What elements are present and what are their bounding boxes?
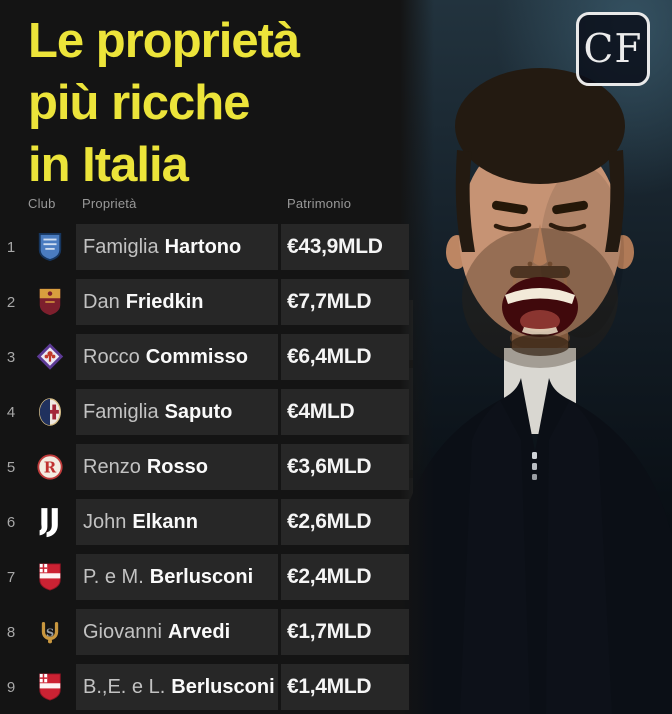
owner-prefix: Famiglia bbox=[83, 400, 159, 423]
table-row: 5 R Renzo Rosso €3,6MLD bbox=[0, 444, 420, 490]
owner-name: Famiglia Saputo bbox=[76, 389, 278, 435]
wealth-value: €1,7MLD bbox=[281, 609, 409, 655]
title-line-3: in Italia bbox=[28, 138, 189, 192]
owner-surname: Elkann bbox=[132, 510, 198, 533]
wealth-value: €43,9MLD bbox=[281, 224, 409, 270]
cf-logo: CF bbox=[576, 12, 650, 86]
wealth-value: €4MLD bbox=[281, 389, 409, 435]
owner-prefix: Giovanni bbox=[83, 620, 162, 643]
table-row: 2 Dan Friedkin €7,7MLD bbox=[0, 279, 420, 325]
rank-label: 3 bbox=[6, 348, 16, 366]
rank-label: 8 bbox=[6, 623, 16, 641]
rank-label: 6 bbox=[6, 513, 16, 531]
wealth-value: €7,7MLD bbox=[281, 279, 409, 325]
title-line-1: Le proprietà bbox=[28, 14, 300, 68]
owner-name: Giovanni Arvedi bbox=[76, 609, 278, 655]
table-row: 7 P. e M. Berlusconi €2,4MLD bbox=[0, 554, 420, 600]
rank-label: 4 bbox=[6, 403, 16, 421]
wealth-value: €3,6MLD bbox=[281, 444, 409, 490]
owner-name: Famiglia Hartono bbox=[76, 224, 278, 270]
column-header-owner: Proprietà bbox=[82, 196, 137, 211]
owner-prefix: Rocco bbox=[83, 345, 140, 368]
wealth-value: €1,4MLD bbox=[281, 664, 409, 710]
rank-label: 9 bbox=[6, 678, 16, 696]
rank-label: 7 bbox=[6, 568, 16, 586]
monza-badge-icon bbox=[35, 670, 65, 704]
como-badge-icon bbox=[35, 230, 65, 264]
cremonese-badge-icon: S bbox=[35, 615, 65, 649]
svg-text:R: R bbox=[44, 459, 57, 477]
owner-surname: Saputo bbox=[164, 400, 233, 423]
wealth-value: €2,6MLD bbox=[281, 499, 409, 545]
owner-name: B.,E. e L. Berlusconi bbox=[76, 664, 278, 710]
owner-prefix: Dan bbox=[83, 290, 120, 313]
owner-surname: Hartono bbox=[164, 235, 242, 258]
table-row: 1 Famiglia Hartono €43,9MLD bbox=[0, 224, 420, 270]
wealth-value: €2,4MLD bbox=[281, 554, 409, 600]
owner-prefix: B.,E. e L. bbox=[83, 675, 166, 698]
owner-name: Dan Friedkin bbox=[76, 279, 278, 325]
table-row: 9 B.,E. e L. Berlusconi €1,4MLD bbox=[0, 664, 420, 710]
owner-name: John Elkann bbox=[76, 499, 278, 545]
table-row: 8 S Giovanni Arvedi €1,7MLD bbox=[0, 609, 420, 655]
table-row: 4 Famiglia Saputo €4MLD bbox=[0, 389, 420, 435]
owner-surname: Berlusconi bbox=[149, 565, 254, 588]
table-row: 3 Rocco Commisso €6,4MLD bbox=[0, 334, 420, 380]
owner-surname: Berlusconi bbox=[171, 675, 275, 698]
owner-surname: Commisso bbox=[145, 345, 248, 368]
owner-surname: Friedkin bbox=[125, 290, 204, 313]
page-title: Le proprietà più ricche in Italia bbox=[28, 10, 300, 196]
rank-label: 5 bbox=[6, 458, 16, 476]
rank-label: 2 bbox=[6, 293, 16, 311]
column-header-wealth: Patrimonio bbox=[287, 196, 352, 211]
monza-badge-icon bbox=[35, 560, 65, 594]
rank-label: 1 bbox=[6, 238, 16, 256]
owner-prefix: P. e M. bbox=[83, 565, 144, 588]
owner-surname: Rosso bbox=[146, 455, 208, 478]
table-row: 6 John Elkann €2,6MLD bbox=[0, 499, 420, 545]
owner-name: Renzo Rosso bbox=[76, 444, 278, 490]
fiorentina-badge-icon bbox=[35, 340, 65, 374]
coach-portrait-illustration bbox=[400, 0, 672, 714]
coach-photo bbox=[400, 0, 672, 714]
column-header-club: Club bbox=[28, 196, 56, 211]
owner-name: Rocco Commisso bbox=[76, 334, 278, 380]
owner-prefix: John bbox=[83, 510, 127, 533]
roma-badge-icon bbox=[35, 285, 65, 319]
cf-logo-text: CF bbox=[583, 26, 643, 72]
owner-name: P. e M. Berlusconi bbox=[76, 554, 278, 600]
owner-surname: Arvedi bbox=[167, 620, 231, 643]
owner-prefix: Renzo bbox=[83, 455, 141, 478]
vicenza-badge-icon: R bbox=[35, 450, 65, 484]
juventus-badge-icon bbox=[35, 505, 65, 539]
svg-text:S: S bbox=[46, 626, 54, 640]
owner-prefix: Famiglia bbox=[83, 235, 159, 258]
bologna-badge-icon bbox=[35, 395, 65, 429]
wealth-value: €6,4MLD bbox=[281, 334, 409, 380]
title-line-2: più ricche bbox=[28, 76, 250, 130]
